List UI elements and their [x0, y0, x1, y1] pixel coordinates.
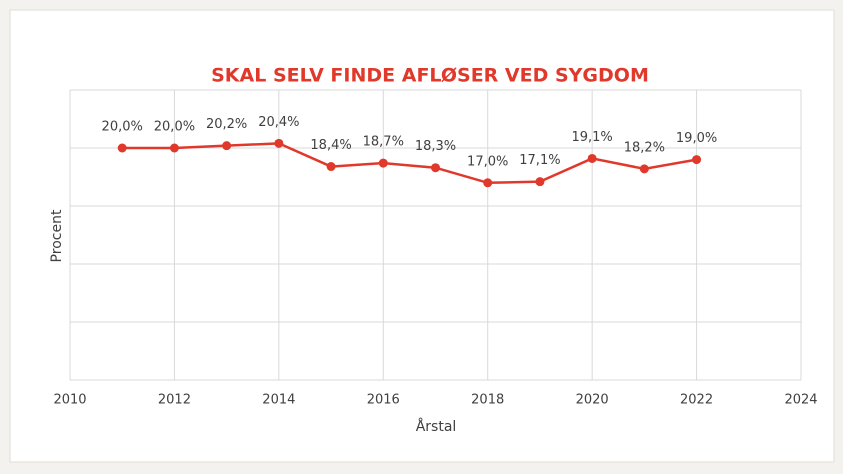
data-label: 20,0%: [102, 120, 143, 135]
chart-title: SKAL SELV FINDE AFLØSER VED SYGDOM: [211, 65, 649, 87]
data-point: [639, 164, 649, 174]
x-axis-label: Årstal: [416, 418, 457, 435]
data-point: [326, 162, 336, 172]
data-label: 20,0%: [154, 120, 195, 135]
data-label: 18,7%: [363, 135, 404, 150]
x-tick-label: 2018: [471, 393, 504, 408]
data-label: 20,4%: [258, 115, 299, 130]
y-axis-label: Procent: [49, 209, 65, 262]
x-tick-label: 2020: [576, 393, 609, 408]
data-point: [535, 177, 545, 187]
data-label: 19,0%: [676, 131, 717, 146]
data-point: [274, 138, 284, 148]
data-label: 18,2%: [624, 140, 665, 155]
x-tick-label: 2024: [784, 393, 817, 408]
series-line: [122, 142, 697, 185]
data-label: 19,1%: [571, 130, 612, 145]
data-label: 18,4%: [310, 138, 351, 153]
x-tick-label: 2014: [262, 393, 295, 408]
data-point: [222, 141, 232, 151]
data-point: [378, 158, 388, 168]
x-tick-label: 2012: [158, 393, 191, 408]
data-label: 17,1%: [519, 153, 560, 168]
x-tick-label: 2010: [53, 393, 86, 408]
x-tick-label: 2022: [680, 393, 713, 408]
data-point: [483, 178, 493, 188]
data-point: [692, 155, 702, 165]
data-label: 17,0%: [467, 154, 508, 169]
data-point: [587, 153, 597, 163]
data-point: [431, 163, 440, 173]
data-label: 20,2%: [206, 117, 247, 132]
data-point: [117, 143, 127, 153]
data-label: 18,3%: [415, 139, 456, 154]
data-point: [169, 143, 179, 153]
x-tick-label: 2016: [367, 393, 400, 408]
